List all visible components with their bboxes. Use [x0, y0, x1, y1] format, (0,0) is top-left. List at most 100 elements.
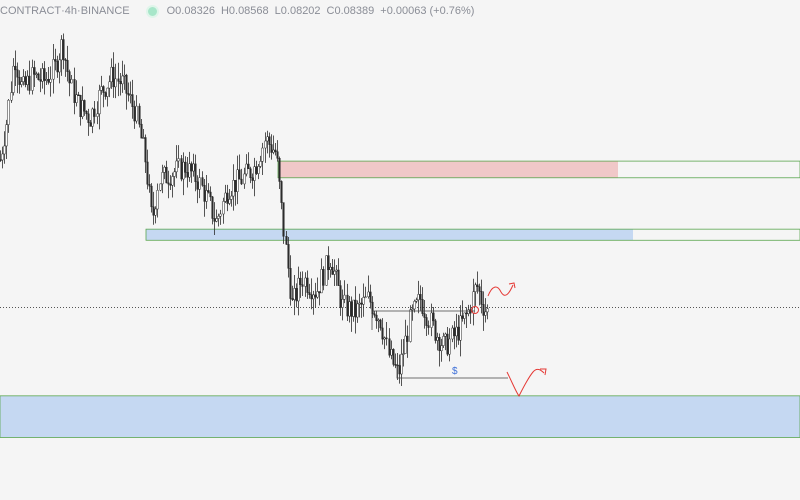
- liquidity-line: [396, 365, 508, 379]
- candle-body: [354, 299, 357, 318]
- candle-body: [318, 291, 321, 294]
- candle-body: [52, 59, 55, 80]
- candle-body: [163, 166, 166, 173]
- candle-body: [325, 255, 328, 286]
- candle-body: [177, 158, 180, 162]
- candle-body: [37, 73, 40, 80]
- candle-body: [165, 166, 168, 184]
- candle-body: [388, 338, 391, 356]
- candle-body: [66, 60, 69, 72]
- candle-body: [331, 266, 334, 275]
- candle-body: [154, 208, 157, 216]
- candle-body: [301, 284, 304, 287]
- candle-body: [346, 294, 349, 317]
- candle-body: [251, 177, 254, 181]
- interval-label[interactable]: 4h: [64, 5, 78, 17]
- candle-body: [226, 192, 229, 204]
- candle-body: [41, 68, 44, 82]
- candle-body: [146, 161, 149, 185]
- demand-upper-zone-border: [145, 228, 800, 241]
- candle-body: [360, 302, 363, 305]
- candle-body: [91, 108, 94, 127]
- candle-body: [184, 161, 187, 173]
- candle-body: [293, 288, 296, 300]
- candle-body: [266, 136, 269, 142]
- highlight-circle-icon: [471, 306, 479, 314]
- range-box-line: [371, 310, 475, 330]
- candle-body: [14, 65, 17, 71]
- legend-separator: ·: [77, 5, 81, 17]
- candle-body: [54, 59, 57, 62]
- candle-body: [436, 337, 439, 341]
- candle-body: [89, 122, 92, 127]
- candle-body: [486, 308, 489, 313]
- candle-body: [415, 299, 418, 302]
- candle-body: [459, 315, 462, 341]
- candle-body: [310, 294, 313, 300]
- candle-body: [467, 309, 470, 314]
- candle-body: [1, 153, 4, 161]
- candle-body: [192, 163, 195, 172]
- candle-body: [33, 67, 36, 75]
- candle-body: [442, 336, 445, 346]
- candle-body: [371, 301, 374, 315]
- candle-body: [98, 90, 101, 115]
- candle-body: [236, 169, 239, 192]
- candle-body: [194, 163, 197, 183]
- candle-body: [404, 335, 407, 354]
- candle-body: [228, 199, 231, 204]
- candle-body: [434, 320, 437, 341]
- candle-body: [421, 299, 424, 314]
- candle-body: [129, 94, 132, 96]
- market-status-icon[interactable]: [145, 4, 159, 18]
- candle-body: [304, 277, 307, 287]
- candle-body: [341, 299, 344, 308]
- candle-body: [348, 301, 351, 317]
- demand-lower-zone: [0, 395, 800, 438]
- candle-body: [161, 172, 164, 185]
- candle-body: [438, 337, 441, 352]
- candle-body: [465, 312, 468, 315]
- candle-body: [230, 195, 233, 200]
- candle-body: [484, 311, 487, 316]
- candle-body: [350, 301, 353, 317]
- candle-body: [316, 291, 319, 298]
- candle-body: [409, 309, 412, 342]
- candle-body: [156, 190, 159, 210]
- candle-body: [217, 215, 220, 219]
- candle-body: [343, 294, 346, 300]
- candle-body: [10, 92, 13, 101]
- candle-body: [476, 284, 479, 287]
- price-change: +0.00063 (+0.76%): [380, 5, 475, 17]
- candle-body: [264, 140, 267, 149]
- candle-body: [234, 180, 237, 192]
- candle-body: [16, 69, 19, 78]
- candle-body: [451, 327, 454, 340]
- candle-body: [432, 312, 435, 322]
- candle-body: [112, 66, 115, 88]
- candle-body: [448, 338, 451, 355]
- candle-body: [463, 312, 466, 319]
- symbol-name[interactable]: CONTRACT: [0, 5, 62, 17]
- candle-body: [12, 65, 15, 93]
- candle-body: [444, 333, 447, 337]
- candle-body: [358, 302, 361, 305]
- candle-body: [209, 191, 212, 198]
- candle-body: [22, 76, 25, 82]
- candle-body: [308, 292, 311, 295]
- arrowhead-icon: [508, 282, 516, 289]
- candle-body: [175, 160, 178, 173]
- arrowhead-icon: [540, 368, 547, 376]
- ohlc-high-value: 0.08568: [228, 5, 269, 17]
- candle-body: [478, 286, 481, 292]
- supply-zone-border: [277, 160, 800, 179]
- candle-body: [188, 163, 191, 178]
- candle-body: [385, 337, 388, 340]
- candle-body: [282, 202, 285, 237]
- candle-body: [232, 180, 235, 197]
- candle-body: [322, 269, 325, 286]
- candle-body: [117, 78, 120, 82]
- candle-body: [150, 185, 153, 208]
- candle-body: [333, 270, 336, 275]
